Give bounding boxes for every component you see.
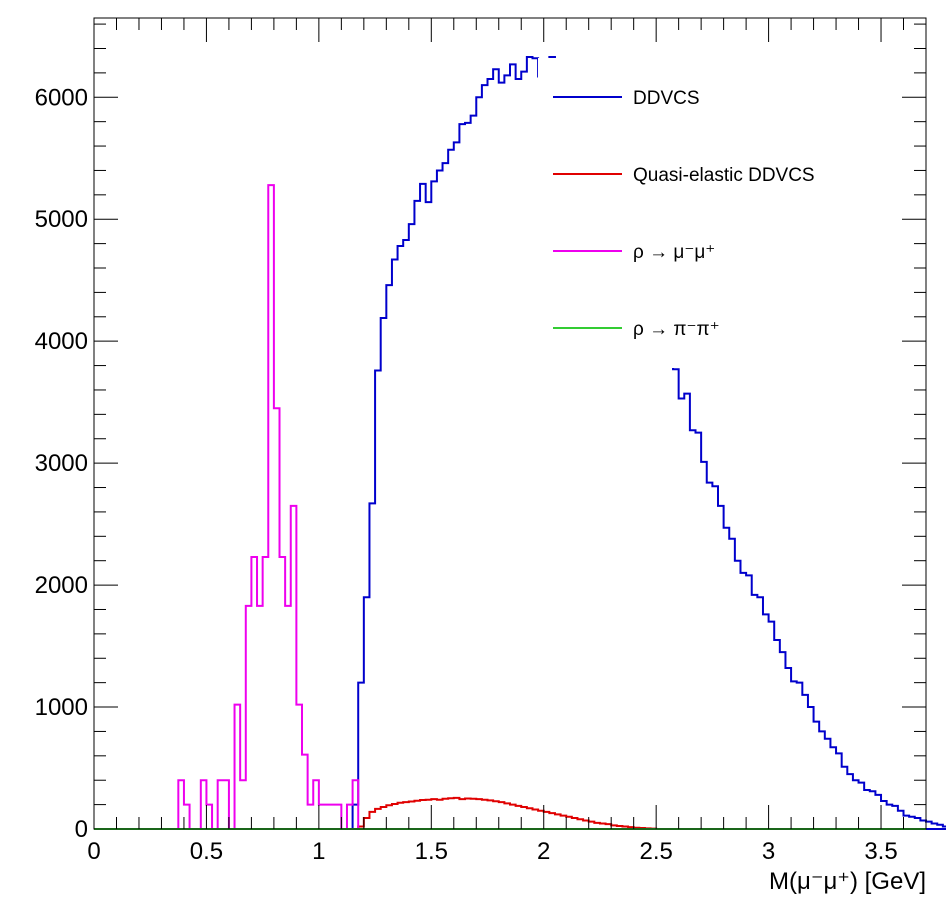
x-tick-label: 3 — [762, 838, 775, 865]
y-tick-label: 3000 — [35, 450, 88, 477]
plot-frame — [93, 17, 927, 830]
series-line-1 — [94, 796, 926, 830]
x-tick-label: 3.5 — [864, 838, 897, 865]
x-tick-label: 0 — [87, 838, 100, 865]
legend-label-2: ρ → μ⁻μ⁺ — [633, 242, 715, 263]
x-tick-label: 2 — [537, 838, 550, 865]
y-tick-label: 5000 — [35, 206, 88, 233]
x-axis-title: M(μ⁻μ⁺) [GeV] — [769, 868, 926, 895]
y-tick-label: 4000 — [35, 328, 88, 355]
legend-label-3: ρ → π⁻π⁺ — [633, 319, 720, 340]
legend-label-0: DDVCS — [633, 88, 700, 109]
x-tick-label: 1 — [312, 838, 325, 865]
tick-labels: 0 0.5 1 1.5 2 2.5 3 3.5 0 1000 2000 3000 4000 5000 600… — [35, 84, 898, 865]
axis-ticks — [93, 18, 927, 830]
x-tick-label: 1.5 — [415, 838, 448, 865]
legend: DDVCS Quasi-elastic DDVCS ρ → μ⁻μ⁺ ρ → π⁻π⁺ — [538, 58, 878, 368]
x-tick-label: 0.5 — [190, 838, 223, 865]
y-tick-label: 2000 — [35, 572, 88, 599]
legend-label-1: Quasi-elastic DDVCS — [633, 165, 815, 186]
y-tick-label: 0 — [75, 816, 88, 843]
series-line-2 — [94, 184, 926, 830]
y-tick-label: 1000 — [35, 694, 88, 721]
legend-box — [538, 58, 878, 368]
x-tick-label: 2.5 — [639, 838, 672, 865]
y-tick-label: 6000 — [35, 84, 88, 111]
